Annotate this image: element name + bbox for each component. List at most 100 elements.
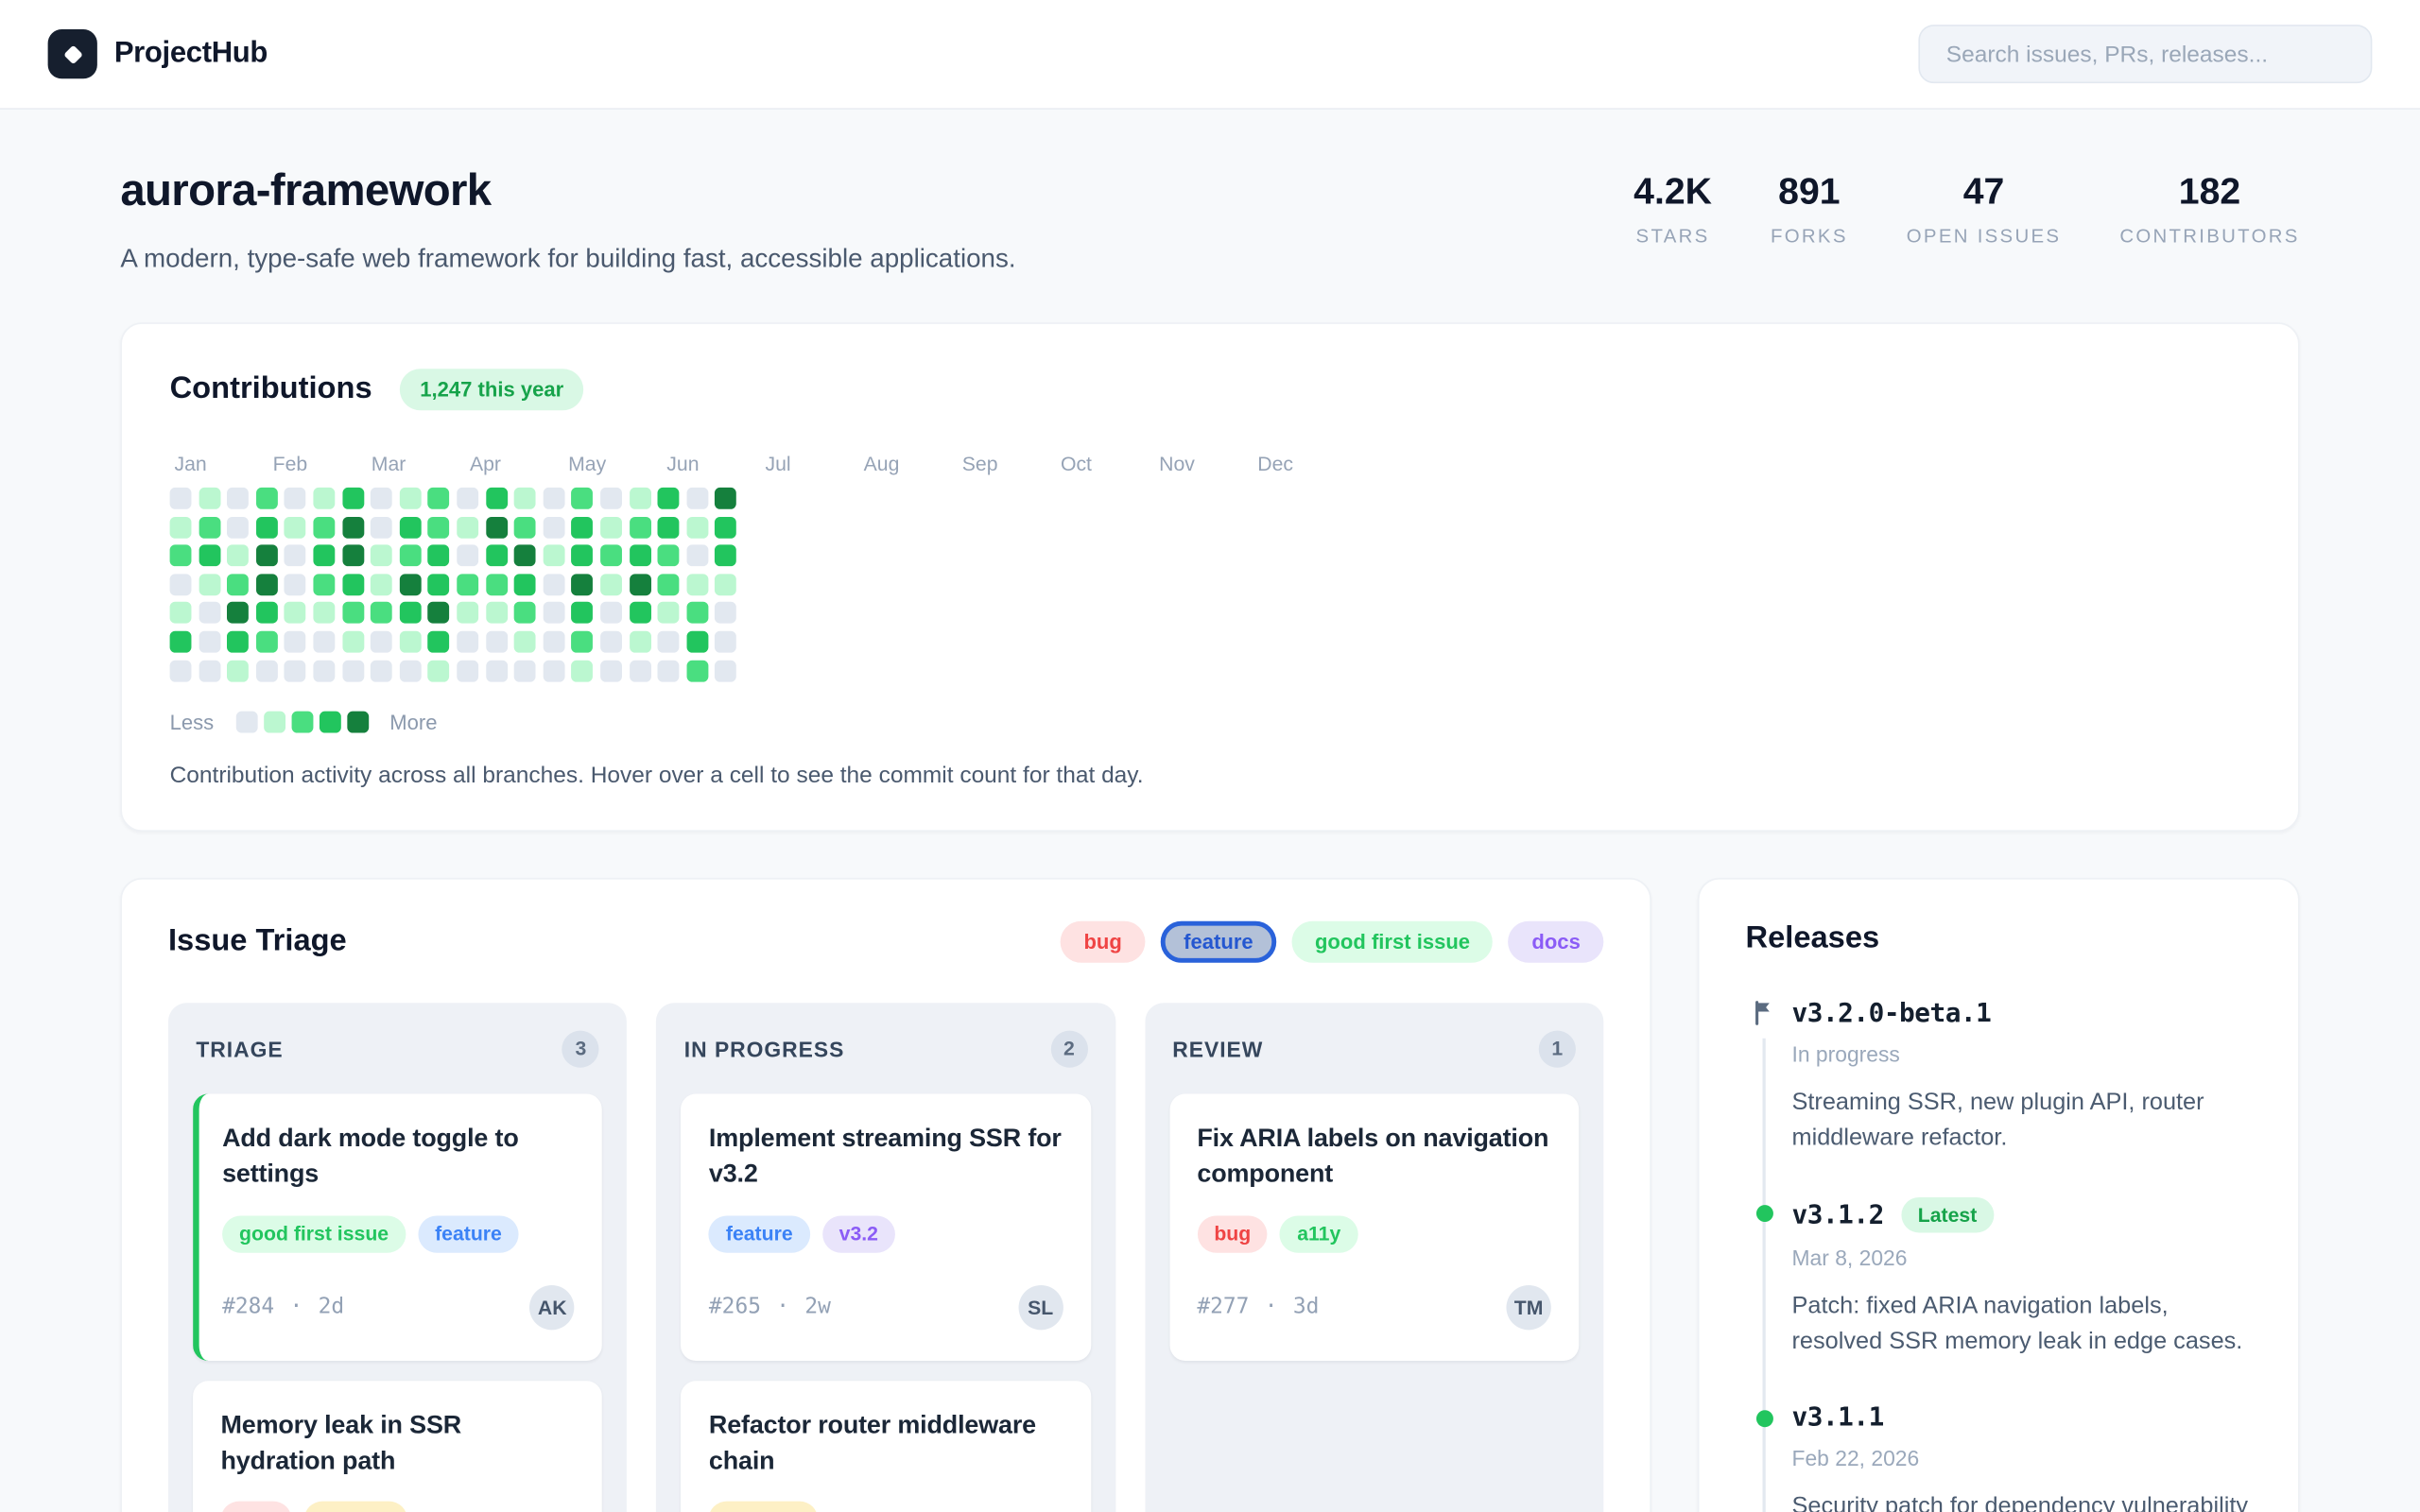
heatmap-cell[interactable] xyxy=(198,516,220,539)
heatmap-cell[interactable] xyxy=(485,660,508,682)
heatmap-cell[interactable] xyxy=(543,544,565,567)
heatmap-cell[interactable] xyxy=(371,544,393,567)
heatmap-cell[interactable] xyxy=(485,573,508,595)
heatmap-cell[interactable] xyxy=(341,660,364,682)
heatmap-cell[interactable] xyxy=(485,516,508,539)
heatmap-cell[interactable] xyxy=(198,602,220,625)
issue-card[interactable]: Refactor router middleware chain refacto… xyxy=(681,1380,1091,1512)
heatmap-cell[interactable] xyxy=(313,630,336,653)
filter-chip-bug[interactable]: bug xyxy=(1060,920,1146,963)
heatmap-cell[interactable] xyxy=(457,602,479,625)
heatmap-cell[interactable] xyxy=(485,602,508,625)
heatmap-cell[interactable] xyxy=(513,487,536,509)
heatmap-cell[interactable] xyxy=(715,660,737,682)
heatmap-cell[interactable] xyxy=(599,602,622,625)
heatmap-cell[interactable] xyxy=(371,487,393,509)
heatmap-cell[interactable] xyxy=(427,602,450,625)
heatmap-cell[interactable] xyxy=(371,516,393,539)
heatmap-cell[interactable] xyxy=(313,602,336,625)
heatmap-cell[interactable] xyxy=(255,660,278,682)
issue-card[interactable]: Implement streaming SSR for v3.2 feature… xyxy=(681,1092,1091,1361)
heatmap-cell[interactable] xyxy=(169,573,192,595)
heatmap-cell[interactable] xyxy=(715,630,737,653)
heatmap-cell[interactable] xyxy=(227,544,250,567)
heatmap-cell[interactable] xyxy=(599,630,622,653)
heatmap-cell[interactable] xyxy=(227,660,250,682)
heatmap-cell[interactable] xyxy=(715,516,737,539)
heatmap-cell[interactable] xyxy=(427,660,450,682)
heatmap-cell[interactable] xyxy=(255,573,278,595)
heatmap-cell[interactable] xyxy=(513,573,536,595)
heatmap-cell[interactable] xyxy=(427,630,450,653)
heatmap-cell[interactable] xyxy=(715,573,737,595)
heatmap-cell[interactable] xyxy=(285,573,307,595)
heatmap-cell[interactable] xyxy=(686,516,709,539)
heatmap-cell[interactable] xyxy=(686,573,709,595)
heatmap-cell[interactable] xyxy=(169,516,192,539)
heatmap-cell[interactable] xyxy=(657,487,680,509)
heatmap-cell[interactable] xyxy=(485,487,508,509)
heatmap-cell[interactable] xyxy=(657,573,680,595)
heatmap-cell[interactable] xyxy=(571,660,594,682)
heatmap-cell[interactable] xyxy=(341,516,364,539)
heatmap-cell[interactable] xyxy=(571,573,594,595)
heatmap-cell[interactable] xyxy=(399,602,422,625)
heatmap-cell[interactable] xyxy=(657,602,680,625)
heatmap-cell[interactable] xyxy=(513,516,536,539)
heatmap-cell[interactable] xyxy=(571,487,594,509)
heatmap-cell[interactable] xyxy=(657,660,680,682)
heatmap-cell[interactable] xyxy=(629,660,651,682)
heatmap-cell[interactable] xyxy=(686,544,709,567)
heatmap-cell[interactable] xyxy=(427,573,450,595)
heatmap-cell[interactable] xyxy=(371,602,393,625)
heatmap-cell[interactable] xyxy=(543,573,565,595)
heatmap-cell[interactable] xyxy=(399,487,422,509)
heatmap-cell[interactable] xyxy=(629,516,651,539)
heatmap-cell[interactable] xyxy=(715,487,737,509)
heatmap-cell[interactable] xyxy=(599,516,622,539)
heatmap-cell[interactable] xyxy=(341,573,364,595)
heatmap-cell[interactable] xyxy=(543,516,565,539)
heatmap-cell[interactable] xyxy=(255,630,278,653)
heatmap-cell[interactable] xyxy=(198,630,220,653)
heatmap-cell[interactable] xyxy=(686,602,709,625)
filter-chip-good-first-issue[interactable]: good first issue xyxy=(1291,920,1494,963)
heatmap-cell[interactable] xyxy=(341,544,364,567)
heatmap-cell[interactable] xyxy=(513,602,536,625)
heatmap-cell[interactable] xyxy=(599,487,622,509)
heatmap-cell[interactable] xyxy=(457,516,479,539)
heatmap-cell[interactable] xyxy=(198,487,220,509)
heatmap-cell[interactable] xyxy=(427,544,450,567)
brand[interactable]: ProjectHub xyxy=(47,29,268,79)
heatmap-cell[interactable] xyxy=(629,573,651,595)
heatmap-cell[interactable] xyxy=(599,573,622,595)
heatmap-cell[interactable] xyxy=(715,602,737,625)
heatmap-cell[interactable] xyxy=(543,487,565,509)
heatmap-cell[interactable] xyxy=(313,573,336,595)
heatmap-cell[interactable] xyxy=(543,660,565,682)
heatmap-cell[interactable] xyxy=(657,544,680,567)
heatmap-cell[interactable] xyxy=(227,516,250,539)
heatmap-cell[interactable] xyxy=(169,487,192,509)
heatmap-cell[interactable] xyxy=(686,660,709,682)
heatmap-cell[interactable] xyxy=(457,487,479,509)
heatmap-cell[interactable] xyxy=(198,660,220,682)
issue-card[interactable]: Memory leak in SSR hydration path bug pri… xyxy=(193,1380,603,1512)
heatmap-cell[interactable] xyxy=(399,630,422,653)
heatmap-cell[interactable] xyxy=(571,602,594,625)
heatmap-cell[interactable] xyxy=(399,573,422,595)
heatmap-cell[interactable] xyxy=(285,602,307,625)
heatmap-cell[interactable] xyxy=(513,660,536,682)
heatmap-cell[interactable] xyxy=(313,487,336,509)
heatmap-cell[interactable] xyxy=(513,544,536,567)
heatmap-cell[interactable] xyxy=(227,602,250,625)
heatmap-cell[interactable] xyxy=(313,516,336,539)
filter-chip-feature[interactable]: feature xyxy=(1160,920,1277,963)
heatmap-cell[interactable] xyxy=(686,487,709,509)
heatmap-cell[interactable] xyxy=(657,630,680,653)
heatmap-cell[interactable] xyxy=(227,630,250,653)
heatmap-cell[interactable] xyxy=(227,487,250,509)
heatmap-cell[interactable] xyxy=(571,630,594,653)
heatmap-cell[interactable] xyxy=(313,660,336,682)
heatmap-cell[interactable] xyxy=(198,573,220,595)
